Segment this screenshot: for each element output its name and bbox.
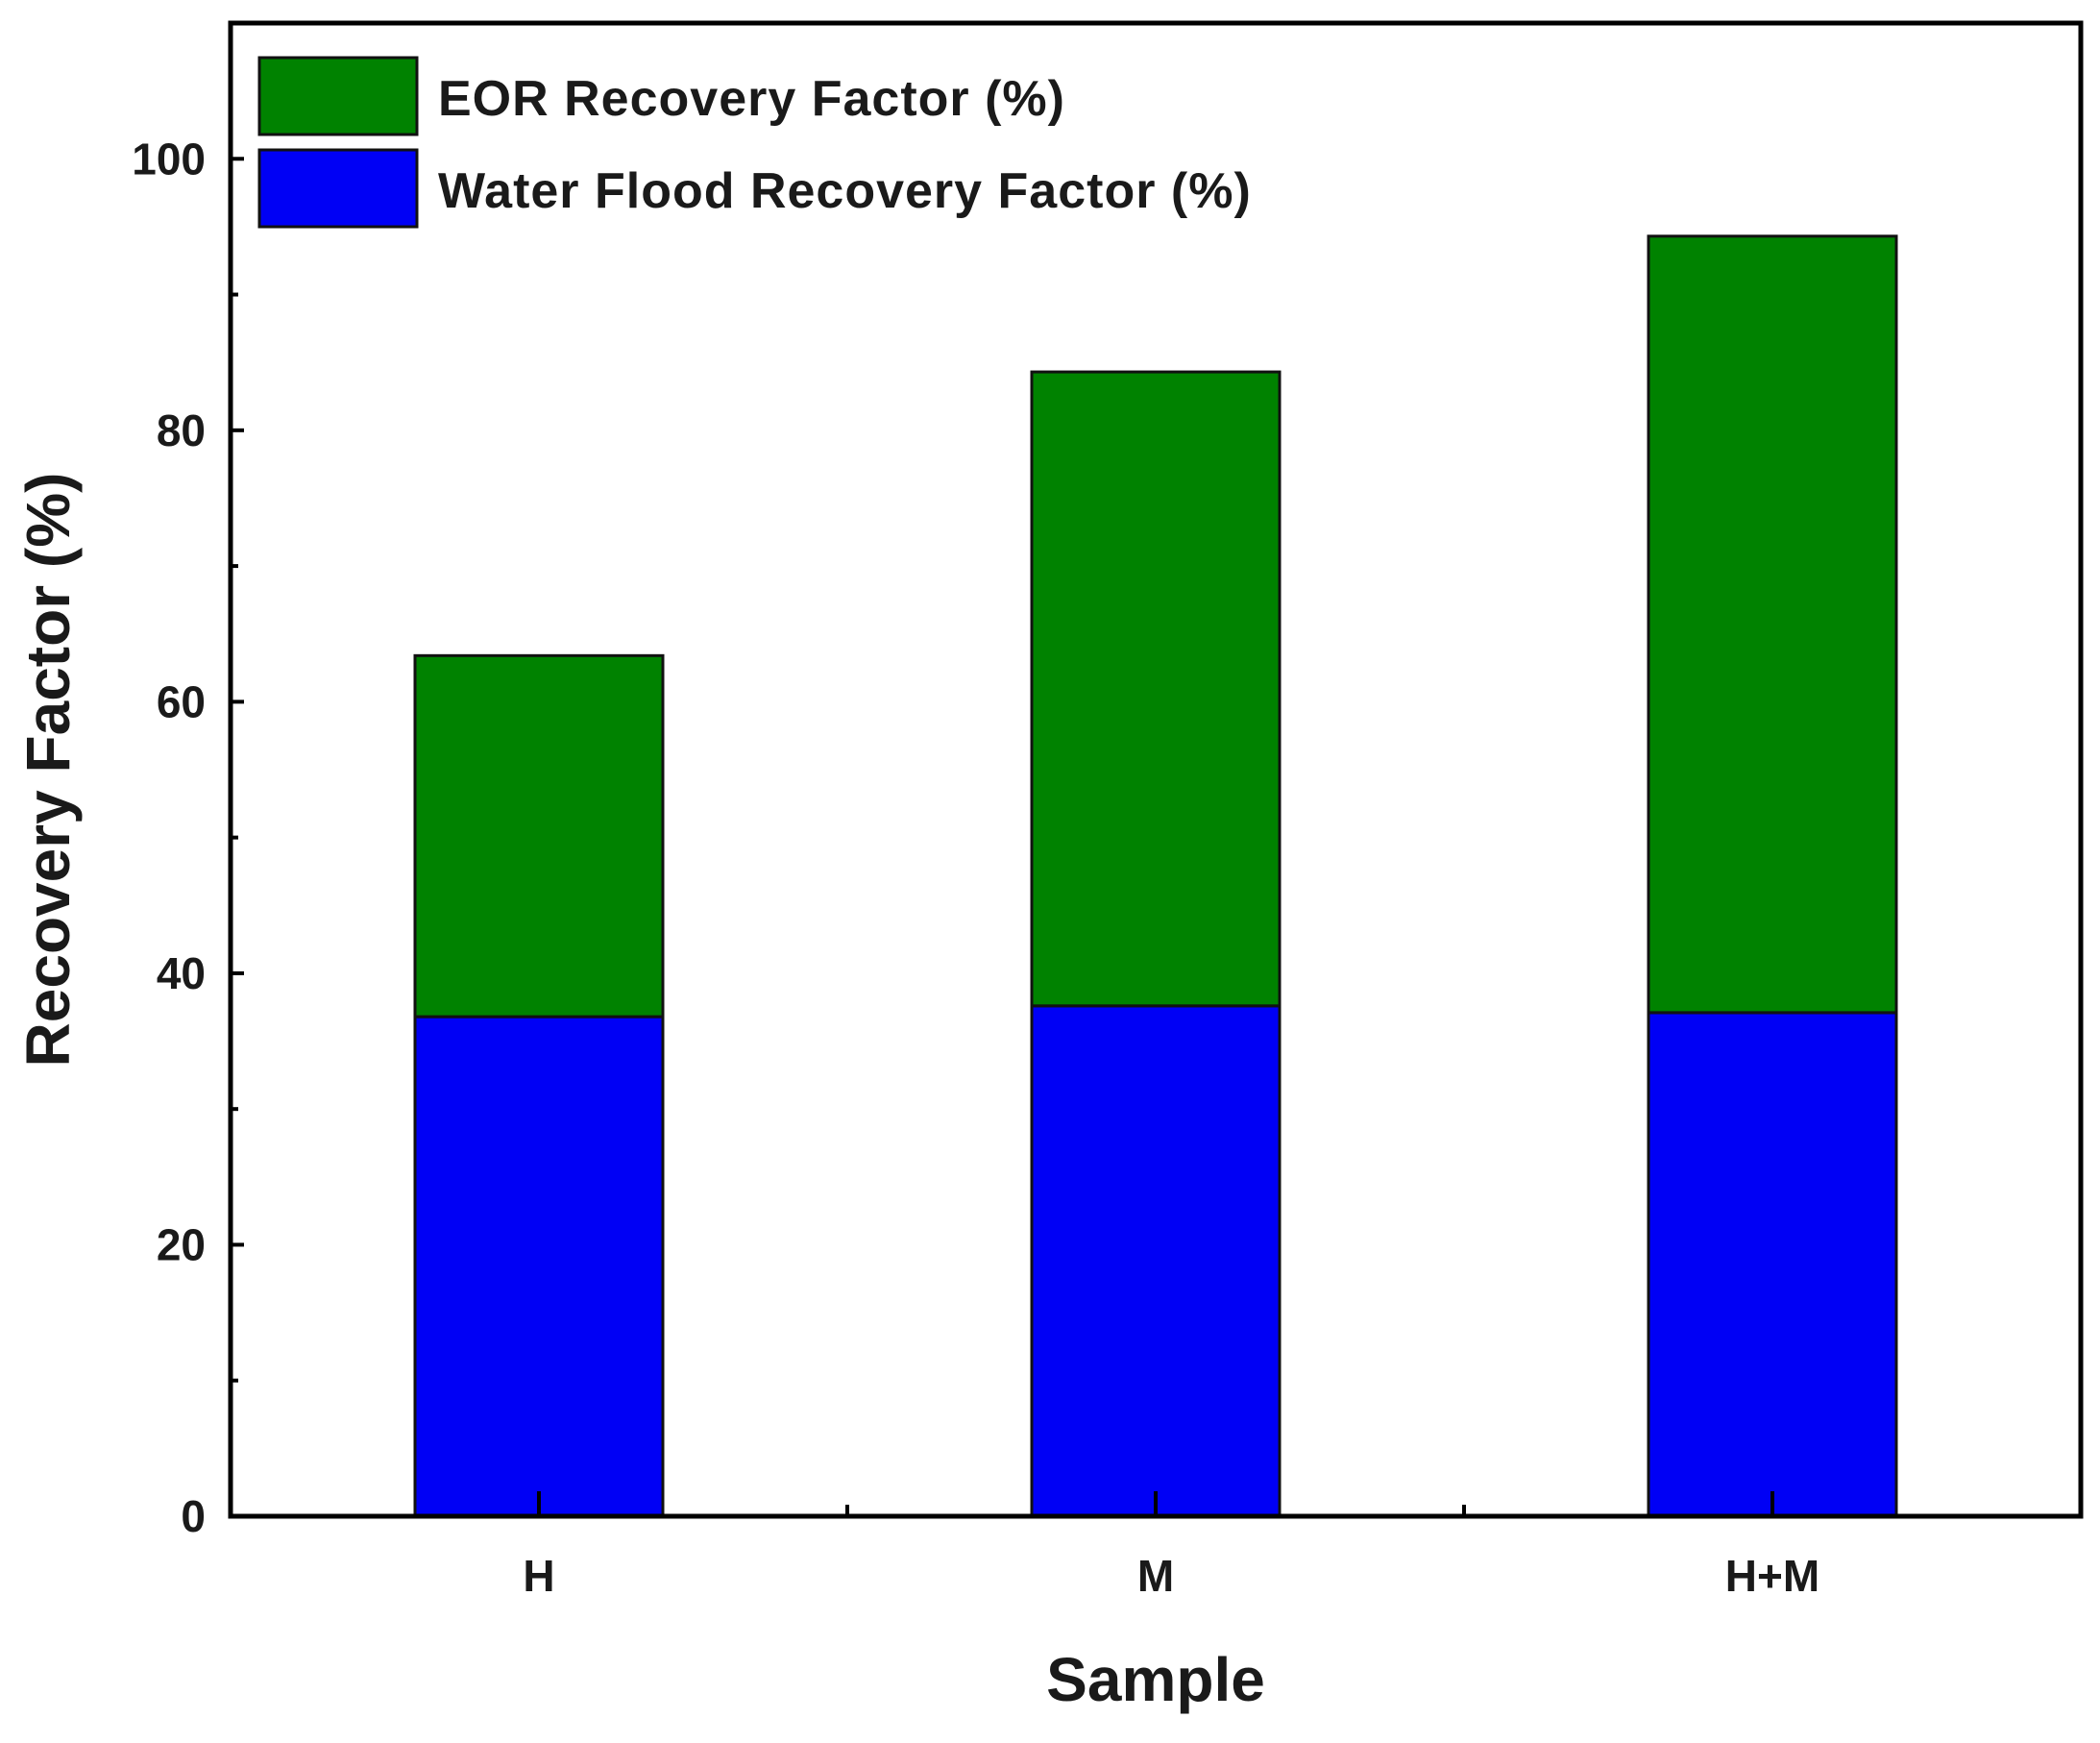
x-tick-label-h: H xyxy=(523,1551,554,1601)
bar-segment-water-flood-m xyxy=(1030,1004,1282,1518)
y-tick-label: 100 xyxy=(132,134,206,184)
bar-segment-water-flood-h-plus-m xyxy=(1647,1011,1898,1518)
y-axis-title: Recovery Factor (%) xyxy=(13,473,83,1068)
x-axis-title: Sample xyxy=(1046,1645,1265,1714)
x-tick-label-m: M xyxy=(1137,1551,1174,1601)
y-tick-label: 0 xyxy=(181,1491,206,1541)
y-tick-label: 60 xyxy=(157,676,206,726)
y-tick-label: 80 xyxy=(157,405,206,455)
legend-swatch-eor xyxy=(257,56,419,136)
bar-segment-eor-h-plus-m xyxy=(1647,234,1898,1015)
y-tick-label: 40 xyxy=(157,948,206,998)
bar-segment-water-flood-h xyxy=(413,1015,665,1518)
legend: EOR Recovery Factor (%) Water Flood Recov… xyxy=(257,56,1252,229)
legend-label-eor: EOR Recovery Factor (%) xyxy=(438,71,1065,127)
bar-segment-eor-h xyxy=(413,653,665,1019)
bars-layer xyxy=(413,234,1898,1518)
legend-swatch-water-flood xyxy=(257,148,419,229)
axes-layer: 0 20 40 60 80 100 H M H+M xyxy=(132,134,1819,1601)
bar-segment-eor-m xyxy=(1030,370,1282,1008)
x-tick-label-h-plus-m: H+M xyxy=(1725,1551,1819,1601)
legend-label-water-flood: Water Flood Recovery Factor (%) xyxy=(438,163,1252,219)
y-tick-label: 20 xyxy=(157,1219,206,1269)
